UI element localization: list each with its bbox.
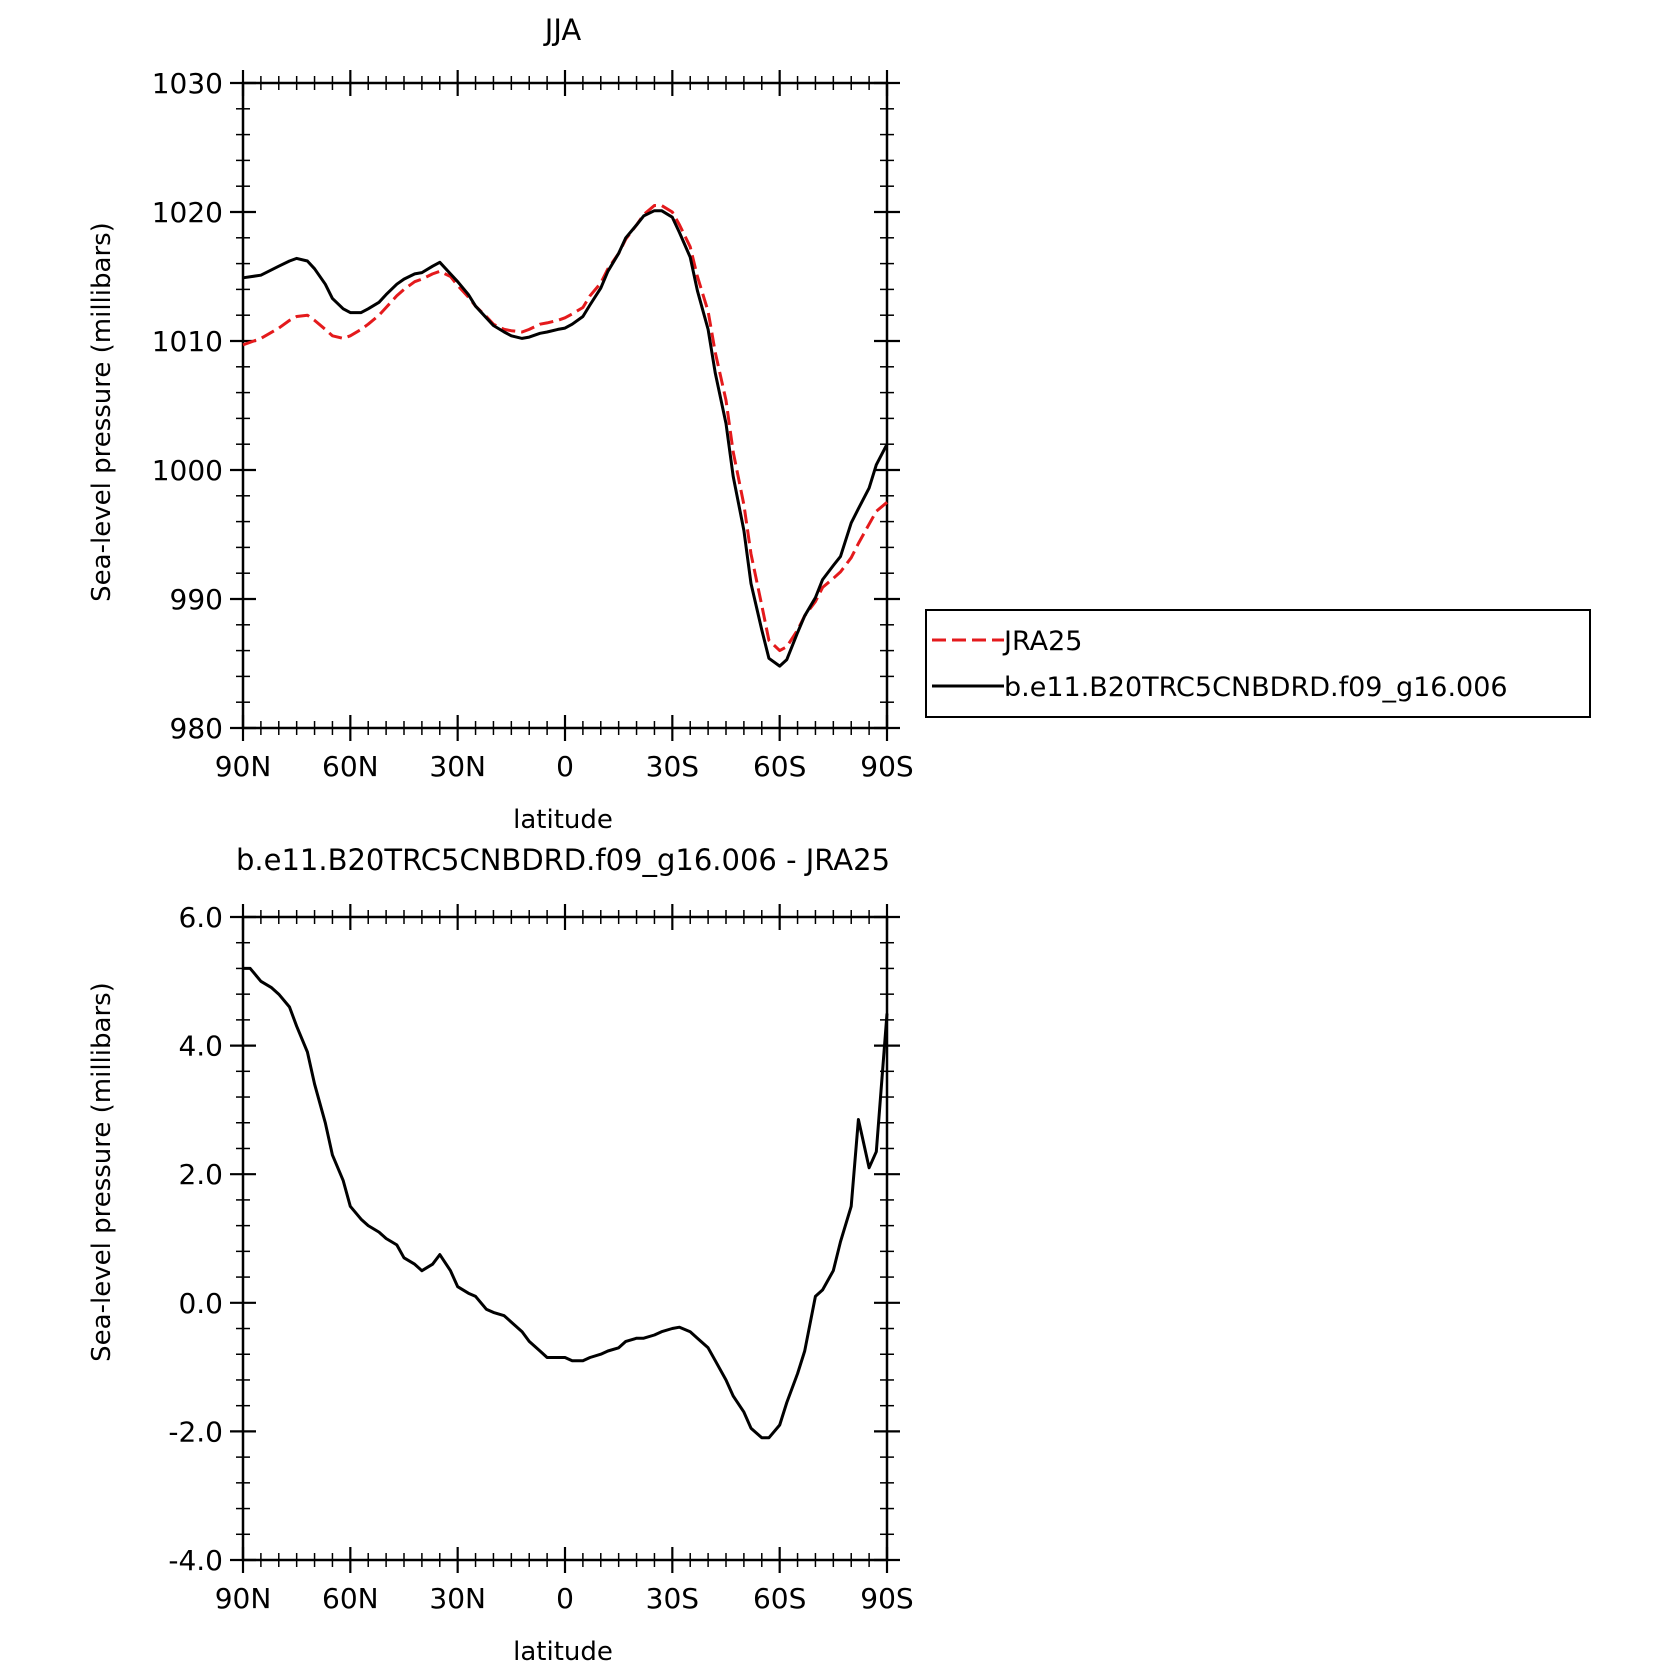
chart-top-x-axis-label: latitude (513, 805, 613, 835)
chart-top-ytick-label: 1030 (152, 67, 223, 100)
legend-label-model: b.e11.B20TRC5CNBDRD.f09_g16.006 (1004, 672, 1508, 703)
chart-bottom-ytick-label: 4.0 (178, 1030, 223, 1063)
chart-bottom-xtick-label: 30S (646, 1582, 699, 1615)
chart-bottom-xtick-label: 60N (322, 1582, 379, 1615)
chart-bottom-y-axis-label: Sea-level pressure (millibars) (87, 982, 117, 1362)
chart-bottom-xtick-label: 90N (215, 1582, 272, 1615)
chart-bottom-axes: -4.0 -2.0 0.0 2.0 4.0 6.0 90N 60N 30N 0 30S 60S 90S (168, 901, 913, 1615)
chart-bottom-ytick-label: -2.0 (168, 1415, 223, 1448)
chart-bottom-xtick-label: 90S (860, 1582, 913, 1615)
chart-bottom-panel: b.e11.B20TRC5CNBDRD.f09_g16.006 - JRA25 … (87, 843, 914, 1667)
chart-top-series-line-0 (242, 204, 888, 653)
legend-label-jra25: JRA25 (1002, 626, 1082, 657)
chart-top-y-axis-label: Sea-level pressure (millibars) (87, 222, 117, 602)
chart-top-title: JJA (543, 13, 582, 47)
chart-top-xtick-label: 0 (556, 750, 574, 783)
chart-top-xtick-label: 90N (215, 750, 272, 783)
chart-top-series-group (242, 204, 889, 668)
chart-bottom-xtick-label: 30N (429, 1582, 486, 1615)
chart-top-ytick-label: 990 (170, 583, 223, 616)
chart-top-xtick-label: 30S (646, 750, 699, 783)
chart-top-axes: 980 990 1000 1010 1020 1030 90N 60N 30N 0 30S 60S 90… (152, 67, 914, 783)
chart-bottom-x-axis-label: latitude (513, 1637, 613, 1667)
chart-bottom-xtick-label: 60S (753, 1582, 806, 1615)
chart-top-ytick-label: 1010 (152, 325, 223, 358)
chart-top-xtick-label: 60N (322, 750, 379, 783)
chart-bottom-ytick-label: 6.0 (178, 901, 223, 934)
chart-top-plot-frame (241, 81, 889, 730)
chart-bottom-title: b.e11.B20TRC5CNBDRD.f09_g16.006 - JRA25 (236, 843, 890, 877)
chart-top-series-line-1 (242, 209, 889, 668)
chart-bottom-ytick-label: 2.0 (178, 1158, 223, 1191)
chart-top-ytick-label: 980 (170, 712, 223, 745)
chart-bottom-ytick-label: 0.0 (178, 1287, 223, 1320)
chart-bottom-ytick-label: -4.0 (168, 1544, 223, 1577)
chart-top-ytick-label: 1020 (152, 196, 223, 229)
chart-bottom-series-line-0 (243, 966, 889, 1440)
chart-top-panel: JJA 980 990 1000 1010 1020 1030 90N 60N 30N 0 30S 6… (87, 13, 914, 835)
chart-bottom-plot-frame (241, 915, 889, 1562)
chart-top-xtick-label: 90S (860, 750, 913, 783)
chart-top-legend: JRA25 b.e11.B20TRC5CNBDRD.f09_g16.006 (925, 609, 1591, 718)
chart-top-ytick-label: 1000 (152, 454, 223, 487)
chart-bottom-series-group (243, 966, 889, 1440)
chart-top-xtick-label: 30N (429, 750, 486, 783)
chart-top-xtick-label: 60S (753, 750, 806, 783)
chart-bottom-xtick-label: 0 (556, 1582, 574, 1615)
